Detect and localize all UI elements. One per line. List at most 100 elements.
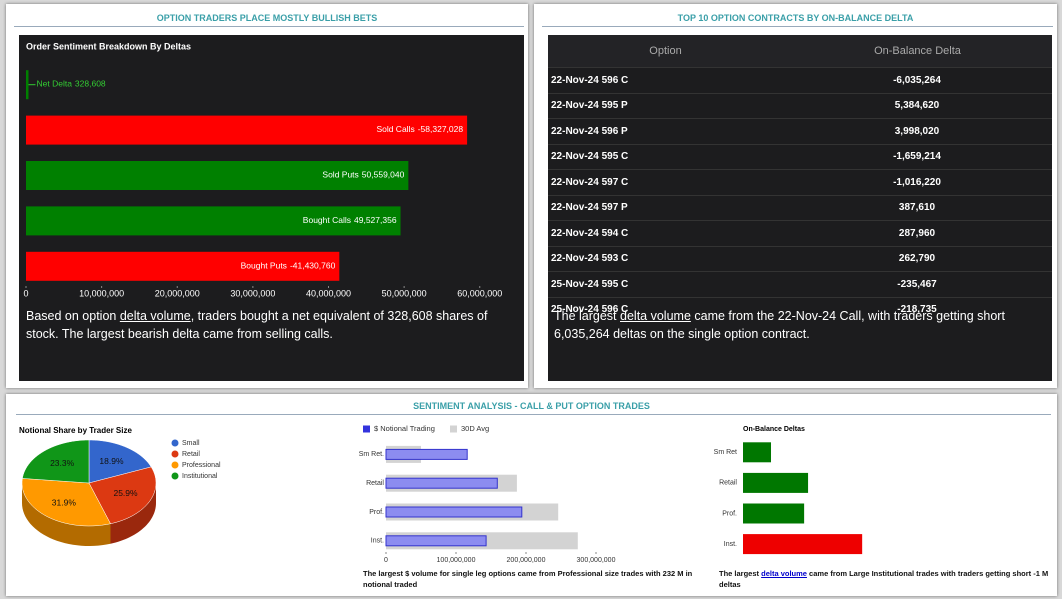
x-tick-label: 300,000,000 — [577, 557, 616, 564]
legend-label: 30D Avg — [461, 424, 489, 433]
category-label: Net Delta — [36, 79, 72, 89]
x-tick-label: 100,000,000 — [437, 557, 476, 564]
bar — [26, 70, 29, 100]
y-tick-label: Inst. — [724, 541, 737, 548]
cell: 262,790 — [783, 245, 1052, 272]
cell: -235,467 — [783, 271, 1052, 297]
note: Based on option delta volume, traders bo… — [26, 307, 516, 343]
category-label: Sold Calls — [376, 124, 414, 134]
legend-label: Professional — [182, 462, 221, 469]
x-tick-label: 50,000,000 — [382, 288, 427, 298]
text: , traders bought a net equivalent of 328… — [26, 309, 488, 341]
value-label: 50,559,040 — [362, 170, 405, 180]
legend-label: $ Notional Trading — [374, 424, 435, 433]
bar — [743, 503, 805, 524]
row: 22-Nov-24 595 P 5,384,620 — [548, 92, 1052, 119]
legend-swatch — [171, 450, 179, 458]
value-label: 49,527,356 — [354, 215, 397, 225]
panel-title: TOP 10 OPTION CONTRACTS BY ON-BALANCE DE… — [677, 13, 914, 23]
chart-title: Order Sentiment Breakdown By Deltas — [26, 41, 191, 51]
bar — [743, 534, 863, 555]
x-tick-label: 20,000,000 — [155, 288, 200, 298]
value-label: -41,430,760 — [290, 261, 336, 271]
note: The largest delta volume came from Large… — [719, 568, 1054, 590]
table-area: Option On-Balance Delta 22-Nov-24 596 C -6,… — [548, 35, 1052, 381]
pie-side — [22, 483, 111, 546]
cell: -218,735 — [783, 296, 1052, 322]
bar — [26, 251, 340, 281]
text: came from Large Institutional trades wit… — [719, 569, 1049, 589]
text: Based on option — [26, 309, 120, 323]
text: came from the 22-Nov-24 Call, with trade… — [554, 309, 1005, 341]
bar — [743, 442, 772, 463]
cell: 387,610 — [783, 194, 1052, 221]
note: The largest $ volume for single leg opti… — [363, 569, 693, 589]
y-tick-label: Retail — [366, 480, 384, 487]
bar — [385, 535, 487, 547]
panel-title: SENTIMENT ANALYSIS - CALL & PUT OPTION T… — [413, 401, 650, 411]
legend-swatch — [450, 425, 457, 433]
table: Option On-Balance Delta 22-Nov-24 596 C -6,… — [548, 35, 1052, 322]
cell: 22-Nov-24 596 P — [548, 118, 783, 144]
bar — [26, 206, 401, 236]
link[interactable]: delta volume — [761, 569, 807, 578]
data-label: 31.9% — [52, 497, 77, 507]
cell: 25-Nov-24 595 C — [548, 271, 783, 297]
data-label: 18.9% — [99, 456, 124, 466]
panel-title: OPTION TRADERS PLACE MOSTLY BULLISH BETS — [156, 13, 378, 23]
x-tick-label: 10,000,000 — [79, 288, 124, 298]
link[interactable]: delta volume — [620, 309, 691, 323]
row: 22-Nov-24 593 C 262,790 — [548, 245, 1052, 272]
data-label: Net Delta 328,608 — [36, 79, 105, 89]
x-tick-label: 0 — [384, 557, 388, 564]
chart-title: Notional Share by Trader Size — [19, 426, 132, 435]
x-tick-label: 40,000,000 — [306, 288, 351, 298]
divider — [16, 414, 1051, 415]
bar — [26, 115, 468, 145]
y-tick-label: Prof. — [722, 510, 737, 517]
legend-swatch — [171, 439, 179, 447]
cell: 287,960 — [783, 220, 1052, 246]
link[interactable]: delta volume — [119, 309, 191, 323]
cell: -6,035,264 — [783, 67, 1052, 93]
row: 22-Nov-24 594 C 287,960 — [548, 220, 1052, 246]
category-label: Sold Puts — [322, 170, 358, 180]
pie-slice — [22, 439, 90, 484]
data-label: Bought Puts -41,430,760 — [241, 261, 336, 271]
x-tick-label: 200,000,000 — [507, 557, 546, 564]
text: The largest — [554, 309, 621, 323]
cell: 22-Nov-24 595 P — [548, 92, 783, 119]
value-label: 328,608 — [75, 79, 106, 89]
data-label: 23.3% — [50, 458, 75, 468]
value-label: -58,327,028 — [418, 124, 464, 134]
pie-slice — [88, 439, 152, 484]
bar — [385, 477, 498, 489]
cell: 22-Nov-24 593 C — [548, 245, 783, 272]
bar — [743, 472, 809, 493]
legend-label: Small — [182, 440, 200, 447]
y-tick-label: Inst. — [371, 538, 384, 545]
bar — [385, 506, 523, 518]
y-tick-label: Prof. — [369, 509, 384, 516]
x-tick-label: 60,000,000 — [457, 288, 502, 298]
x-tick-label: 0 — [23, 288, 28, 298]
cell: -1,659,214 — [783, 143, 1052, 170]
cell: 22-Nov-24 597 C — [548, 169, 783, 195]
row: 25-Nov-24 595 C -235,467 — [548, 271, 1052, 297]
bar — [385, 448, 468, 460]
legend-label: Institutional — [182, 473, 218, 480]
data-label: Bought Calls 49,527,356 — [303, 215, 397, 225]
header: On-Balance Delta — [783, 35, 1052, 68]
panel: SENTIMENT ANALYSIS - CALL & PUT OPTION T… — [6, 394, 1057, 596]
row: 25-Nov-24 596 C -218,735 — [548, 296, 1052, 322]
note: The largest delta volume came from the 2… — [554, 307, 1044, 343]
divider — [542, 26, 1053, 27]
legend-swatch — [363, 425, 370, 433]
text: The largest — [719, 569, 762, 578]
cell: 25-Nov-24 596 C — [548, 296, 783, 322]
data-label: Sold Calls -58,327,028 — [376, 124, 463, 134]
legend-swatch — [171, 461, 179, 469]
y-tick-label: Sm Ret — [714, 449, 737, 456]
